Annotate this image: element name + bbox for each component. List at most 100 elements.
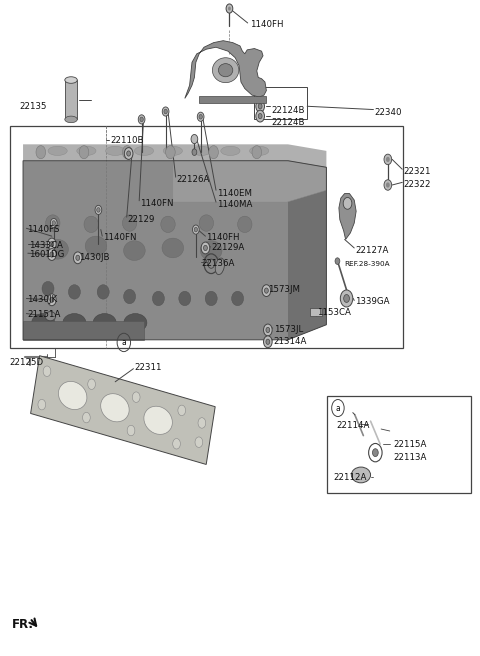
Ellipse shape (48, 146, 67, 155)
Circle shape (256, 110, 264, 122)
Ellipse shape (221, 146, 240, 155)
Ellipse shape (218, 64, 233, 77)
Text: 22125D: 22125D (10, 358, 44, 367)
Text: 1430JK: 1430JK (27, 295, 58, 304)
Text: 22114A: 22114A (336, 420, 370, 430)
Ellipse shape (199, 215, 214, 231)
Circle shape (252, 146, 262, 159)
Ellipse shape (42, 281, 54, 296)
Text: 22340: 22340 (374, 108, 402, 117)
Ellipse shape (200, 241, 222, 260)
Circle shape (164, 109, 167, 114)
Circle shape (258, 113, 262, 119)
Ellipse shape (106, 146, 125, 155)
Circle shape (38, 400, 46, 410)
Ellipse shape (153, 291, 164, 306)
Circle shape (384, 180, 392, 190)
Polygon shape (173, 161, 326, 202)
Ellipse shape (192, 146, 211, 155)
Circle shape (201, 242, 210, 254)
Ellipse shape (124, 314, 147, 332)
Circle shape (266, 339, 270, 344)
Circle shape (96, 207, 100, 212)
Polygon shape (185, 41, 266, 98)
Ellipse shape (124, 241, 145, 260)
Circle shape (192, 149, 197, 155)
Circle shape (50, 241, 54, 247)
Ellipse shape (59, 381, 87, 409)
Text: 22136A: 22136A (202, 259, 235, 268)
Circle shape (340, 290, 353, 307)
Ellipse shape (45, 312, 56, 321)
Ellipse shape (250, 146, 269, 155)
Text: 22113A: 22113A (394, 453, 427, 462)
Circle shape (162, 107, 169, 116)
Circle shape (76, 255, 80, 260)
Text: a: a (121, 338, 126, 347)
Circle shape (228, 7, 231, 10)
Circle shape (372, 449, 378, 457)
Text: 1573JM: 1573JM (268, 285, 300, 295)
Ellipse shape (84, 216, 98, 232)
Polygon shape (23, 321, 144, 340)
Ellipse shape (238, 216, 252, 232)
Circle shape (264, 324, 272, 336)
Ellipse shape (47, 239, 68, 259)
Ellipse shape (215, 258, 225, 275)
Circle shape (204, 245, 207, 251)
Text: 1430JB: 1430JB (79, 253, 110, 262)
Text: FR.: FR. (12, 618, 34, 631)
Circle shape (166, 146, 175, 159)
Circle shape (178, 405, 186, 416)
Text: 1573JL: 1573JL (274, 325, 303, 334)
Circle shape (343, 197, 352, 209)
Circle shape (191, 134, 198, 144)
Ellipse shape (212, 58, 239, 83)
Text: 1140FS: 1140FS (27, 225, 60, 234)
Text: 22322: 22322 (403, 180, 431, 190)
Circle shape (266, 327, 270, 333)
Circle shape (124, 148, 133, 159)
Bar (327, 396, 471, 493)
Text: 22110B: 22110B (110, 136, 144, 145)
Text: 22129: 22129 (128, 215, 155, 224)
Text: 1433CA: 1433CA (29, 241, 63, 250)
Circle shape (195, 437, 203, 447)
Circle shape (386, 157, 390, 162)
Circle shape (226, 4, 233, 13)
Circle shape (197, 112, 204, 121)
Circle shape (192, 225, 199, 234)
Circle shape (50, 252, 54, 257)
Circle shape (344, 295, 349, 302)
Text: 1140EM: 1140EM (217, 189, 252, 198)
Text: 1140FN: 1140FN (103, 233, 137, 242)
Circle shape (127, 151, 131, 156)
Circle shape (264, 288, 268, 293)
Text: 1140FN: 1140FN (140, 199, 174, 208)
Bar (10, 126, 403, 348)
Ellipse shape (134, 146, 154, 155)
Circle shape (127, 425, 135, 436)
Ellipse shape (69, 285, 81, 299)
Bar (310, 308, 322, 316)
Text: a: a (336, 403, 340, 413)
Text: 1140MA: 1140MA (217, 200, 252, 209)
Text: 22115A: 22115A (394, 440, 427, 449)
Ellipse shape (351, 467, 371, 483)
Text: 21314A: 21314A (274, 337, 307, 346)
Ellipse shape (162, 238, 184, 258)
Polygon shape (31, 356, 215, 464)
Ellipse shape (46, 215, 60, 231)
Ellipse shape (161, 216, 175, 232)
Text: 22129A: 22129A (211, 243, 244, 253)
Circle shape (73, 252, 82, 264)
Text: 22112A: 22112A (334, 473, 367, 482)
Circle shape (52, 220, 55, 226)
Text: 22124B: 22124B (271, 106, 305, 115)
Circle shape (79, 146, 89, 159)
Ellipse shape (63, 314, 86, 332)
Circle shape (95, 205, 102, 215)
Circle shape (88, 379, 96, 390)
Circle shape (43, 366, 51, 377)
Circle shape (256, 100, 264, 112)
